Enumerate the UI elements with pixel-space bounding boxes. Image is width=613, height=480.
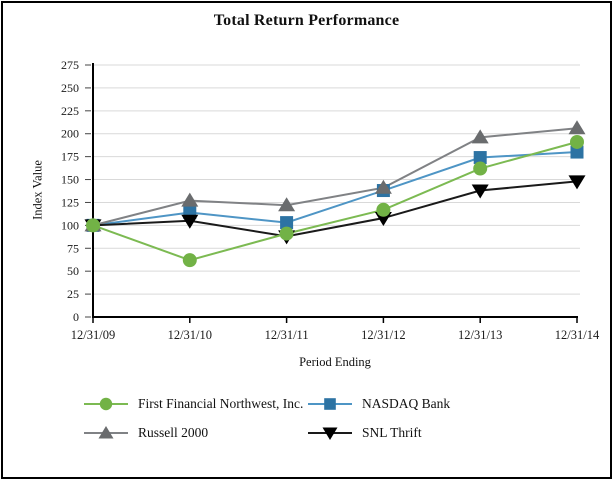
series-line-snl-thrift	[92, 180, 578, 238]
x-tick-label: 12/31/11	[265, 328, 309, 342]
data-point-snl-thrift	[568, 175, 586, 190]
legend: First Financial Northwest, Inc. NASDAQ Ba…	[83, 395, 450, 442]
x-tick-label: 12/31/14	[555, 328, 600, 342]
legend-swatch-triangle-up-icon	[84, 426, 128, 439]
x-tick-label: 12/31/12	[361, 328, 405, 342]
legend-label: SNL Thrift	[362, 425, 422, 440]
chart-title: Total Return Performance	[213, 12, 400, 29]
y-tick-label: 0	[73, 310, 79, 324]
legend-item-russell-2000: Russell 2000	[83, 424, 307, 442]
data-point-first-financial-northwest-inc	[570, 134, 584, 149]
legend-item-snl-thrift: SNL Thrift	[307, 424, 450, 442]
triangle-down-marker-icon	[322, 427, 338, 440]
x-tick-label: 12/31/13	[458, 328, 502, 342]
x-tick-label: 12/31/09	[71, 328, 115, 342]
legend-label: Russell 2000	[138, 425, 209, 440]
legend-label: NASDAQ Bank	[362, 396, 451, 411]
data-point-first-financial-northwest-inc	[182, 253, 197, 268]
data-point-first-financial-northwest-inc	[279, 226, 294, 241]
y-axis-label: Index Value	[30, 160, 45, 220]
data-point-russell-2000	[374, 179, 392, 194]
x-tick-label: 12/31/10	[168, 328, 212, 342]
data-point-first-financial-northwest-inc	[86, 218, 100, 233]
y-tick-label: 75	[67, 241, 79, 255]
data-point-snl-thrift	[471, 184, 489, 199]
y-tick-label: 200	[61, 127, 79, 141]
y-tick-label: 125	[61, 195, 79, 209]
legend-item-first-financial-northwest-inc: First Financial Northwest, Inc.	[83, 395, 307, 413]
data-point-snl-thrift	[181, 214, 199, 229]
legend-swatch-triangle-down-icon	[308, 427, 352, 440]
data-point-nasdaq-bank	[570, 145, 584, 159]
y-tick-label: 225	[61, 104, 79, 118]
series-line-first-financial-northwest-inc	[92, 141, 578, 262]
y-tick-label: 275	[61, 58, 79, 72]
y-tick-label: 25	[67, 287, 79, 301]
data-point-first-financial-northwest-inc	[473, 161, 488, 176]
y-tick-label: 50	[67, 264, 79, 278]
square-marker-icon	[324, 398, 336, 410]
y-tick-label: 150	[61, 173, 79, 187]
data-point-russell-2000	[181, 192, 199, 207]
series-line-russell-2000	[92, 127, 578, 227]
data-point-russell-2000	[278, 197, 296, 212]
y-tick-label: 175	[61, 150, 79, 164]
y-tick-label: 100	[61, 218, 79, 232]
data-point-russell-2000	[471, 129, 489, 144]
series-line-nasdaq-bank	[92, 151, 578, 227]
triangle-up-marker-icon	[98, 426, 114, 439]
legend-swatch-square-icon	[308, 398, 352, 410]
legend-item-nasdaq-bank: NASDAQ Bank	[307, 395, 450, 413]
data-point-snl-thrift	[374, 212, 392, 227]
y-tick-label: 250	[61, 81, 79, 95]
legend-label: First Financial Northwest, Inc.	[138, 396, 304, 411]
data-point-first-financial-northwest-inc	[376, 202, 391, 217]
x-axis-label: Period Ending	[299, 355, 371, 369]
data-point-nasdaq-bank	[280, 216, 294, 230]
legend-swatch-circle-icon	[84, 397, 128, 411]
circle-marker-icon	[99, 397, 113, 411]
data-point-russell-2000	[568, 120, 586, 135]
data-point-nasdaq-bank	[473, 151, 487, 165]
